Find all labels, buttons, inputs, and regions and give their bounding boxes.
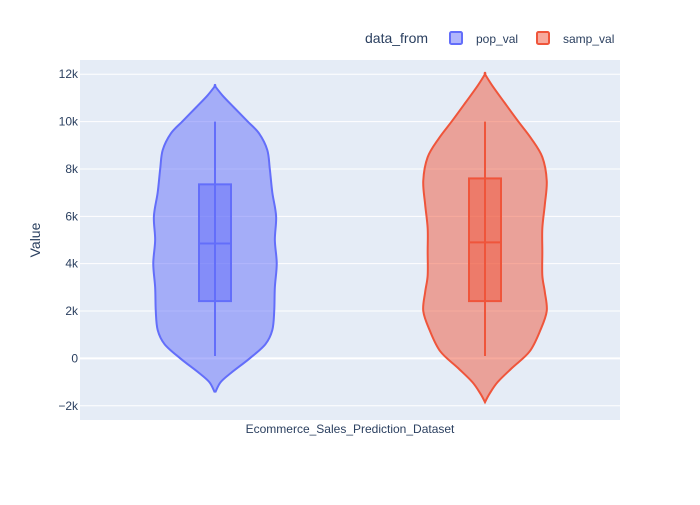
y-tick-label: 0 <box>71 351 78 365</box>
y-tick-label: 4k <box>65 257 79 271</box>
y-tick-labels: −2k 0 2k 4k 6k 8k 10k 12k <box>58 67 79 413</box>
violin-pop_val <box>152 83 278 393</box>
legend-item-pop_val[interactable]: pop_val <box>449 31 518 46</box>
y-tick-label: 10k <box>59 115 79 129</box>
y-tick-label: 12k <box>59 67 79 81</box>
box-samp_val <box>468 177 502 303</box>
y-tick-label: 2k <box>65 304 79 318</box>
violin-samp_val <box>422 71 548 405</box>
legend-label: samp_val <box>563 32 614 46</box>
legend-item-samp_val[interactable]: samp_val <box>536 31 614 46</box>
y-tick-label: −2k <box>58 399 79 413</box>
y-tick-label: 6k <box>65 209 79 223</box>
y-axis-title: Value <box>27 222 43 257</box>
legend-swatch <box>449 31 463 45</box>
violins <box>152 71 548 405</box>
legend-swatch <box>536 31 550 45</box>
legend-title: data_from <box>365 30 428 46</box>
x-category-label: Ecommerce_Sales_Prediction_Dataset <box>246 422 455 436</box>
legend: data_from pop_val samp_val <box>365 30 614 46</box>
legend-label: pop_val <box>476 32 518 46</box>
y-tick-label: 8k <box>65 162 79 176</box>
